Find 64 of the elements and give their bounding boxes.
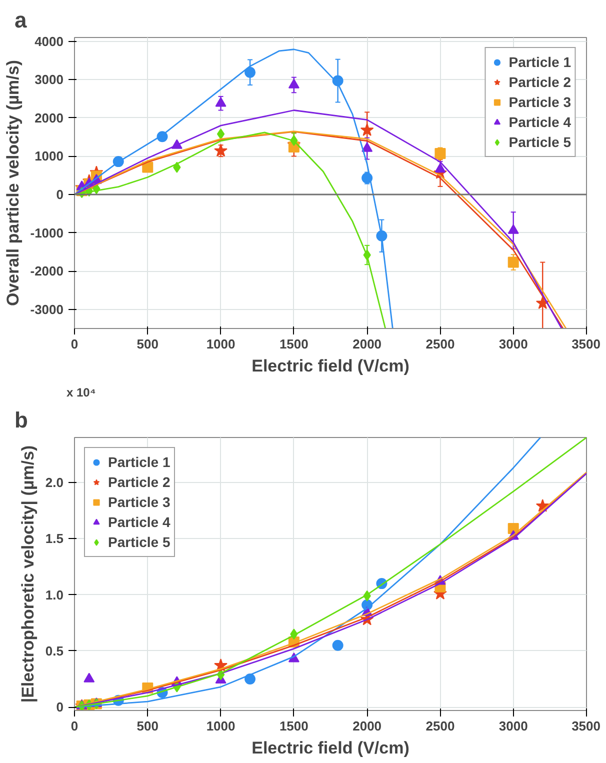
y-tick-label: 0.5 [45,643,64,658]
x-tick-label: 1000 [206,718,236,734]
x-tick-label: 3000 [498,718,528,734]
x-tick-label: 0 [70,336,78,352]
x-tick-label: 2500 [426,718,455,734]
x-tick-label: 2000 [352,718,382,734]
point [362,142,373,152]
x-tick-label: 1500 [279,336,308,352]
legend-label: Particle 5 [508,134,571,150]
x-axis-title: Electric field (V/cm) [252,356,410,376]
legend-label: Particle 2 [108,474,170,490]
x-tick-label: 2500 [426,336,455,352]
y-tick-label: 2.0 [45,474,64,490]
x-tick-label: 3500 [572,718,600,734]
y-tick-label: 0 [56,700,64,715]
point [360,123,374,136]
point [214,144,228,157]
point [508,256,519,268]
point [536,296,550,309]
legend-label: Particle 3 [108,494,170,510]
legend-label: Particle 4 [108,514,170,530]
y-tick-label: 0 [56,186,64,202]
y-tick-label: -3000 [30,302,64,317]
point [434,148,446,160]
x-tick-label: 0 [70,718,78,734]
y-tick-label: -1000 [30,225,64,240]
point [215,97,226,107]
chart-title: b [14,408,28,432]
text: x 10⁴ [66,386,96,400]
x-tick-label: 1000 [206,336,236,352]
legend-label: Particle 1 [508,54,571,70]
y-tick-label: 3000 [34,72,64,88]
y-tick-label: 1000 [34,148,64,164]
point [84,672,95,682]
x-tick-label: 3000 [498,336,528,352]
point [434,162,446,173]
legend-label: Particle 3 [508,94,571,110]
x-axis-title: Electric field (V/cm) [252,738,410,758]
y-tick-label: 1.5 [45,531,64,546]
y-tick-label: 2000 [34,110,64,126]
point [332,640,344,651]
x-tick-label: 3500 [572,336,600,352]
legend-label: Particle 5 [108,534,170,550]
line-series [74,48,394,328]
point [244,674,256,685]
legend-label: Particle 4 [508,114,571,130]
point [244,66,256,78]
point [288,78,300,88]
y-axis-title: |Electrophoretic velocity| (µm/s) [18,445,38,703]
point [142,162,154,173]
x-tick-label: 1500 [279,718,308,734]
legend-label: Particle 1 [108,454,170,470]
y-tick-label: 1.0 [45,587,64,602]
y-tick-label: 4000 [34,34,64,49]
chart-title: a [14,8,28,32]
point [216,128,225,140]
x-tick-label: 500 [136,336,158,352]
y-tick-label: -2000 [30,264,64,279]
y-axis-title: Overall particle velocity (µm/s) [3,60,22,306]
point [508,224,519,234]
x-tick-label: 500 [136,718,158,734]
legend-label: Particle 2 [508,74,571,90]
x-tick-label: 2000 [352,336,382,352]
line-series [74,132,386,328]
